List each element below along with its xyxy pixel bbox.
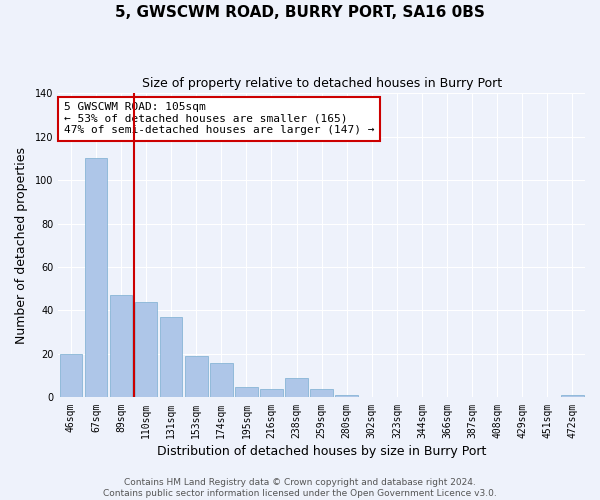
Y-axis label: Number of detached properties: Number of detached properties <box>15 147 28 344</box>
Bar <box>235 386 257 398</box>
Bar <box>185 356 208 398</box>
Bar <box>85 158 107 398</box>
X-axis label: Distribution of detached houses by size in Burry Port: Distribution of detached houses by size … <box>157 444 487 458</box>
Bar <box>210 362 233 398</box>
Bar <box>110 296 132 398</box>
Bar <box>260 388 283 398</box>
Bar <box>135 302 157 398</box>
Bar <box>310 388 333 398</box>
Bar <box>561 396 584 398</box>
Bar <box>160 317 182 398</box>
Text: 5 GWSCWM ROAD: 105sqm
← 53% of detached houses are smaller (165)
47% of semi-det: 5 GWSCWM ROAD: 105sqm ← 53% of detached … <box>64 102 374 136</box>
Title: Size of property relative to detached houses in Burry Port: Size of property relative to detached ho… <box>142 78 502 90</box>
Text: 5, GWSCWM ROAD, BURRY PORT, SA16 0BS: 5, GWSCWM ROAD, BURRY PORT, SA16 0BS <box>115 5 485 20</box>
Bar <box>285 378 308 398</box>
Bar <box>335 396 358 398</box>
Bar <box>59 354 82 398</box>
Text: Contains HM Land Registry data © Crown copyright and database right 2024.
Contai: Contains HM Land Registry data © Crown c… <box>103 478 497 498</box>
